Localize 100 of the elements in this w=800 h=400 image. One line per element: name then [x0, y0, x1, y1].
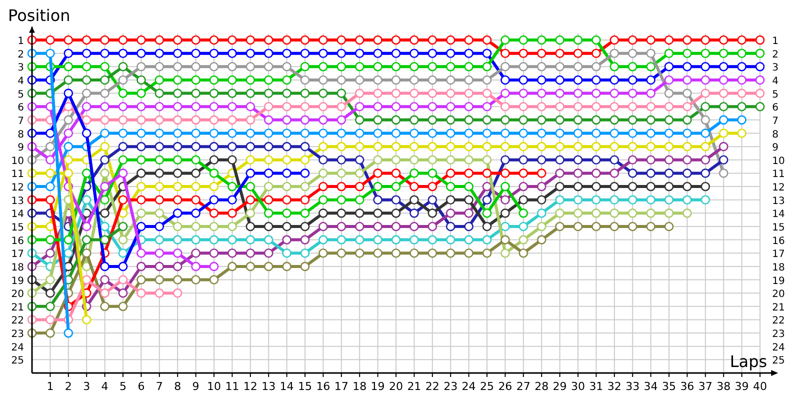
point [410, 88, 419, 98]
point [318, 208, 328, 218]
point [446, 168, 456, 178]
point [500, 195, 510, 204]
y-tick-label: 3 [18, 62, 24, 74]
point [446, 35, 456, 45]
point [610, 102, 620, 112]
point [610, 115, 620, 125]
point [628, 35, 638, 45]
x-tick-label: 28 [534, 380, 549, 393]
point [300, 195, 310, 204]
point [64, 328, 74, 338]
point [100, 115, 110, 125]
point [191, 142, 200, 152]
point [118, 288, 128, 298]
point [228, 262, 237, 272]
point [446, 102, 456, 112]
point [428, 195, 438, 204]
point [700, 182, 710, 192]
point [136, 222, 146, 232]
point [646, 88, 656, 98]
point [191, 128, 200, 138]
point [391, 48, 401, 58]
x-tick-label: 2 [64, 380, 72, 393]
point [118, 62, 128, 72]
point [209, 262, 219, 272]
x-tick-label: 12 [243, 380, 258, 393]
point [246, 222, 256, 232]
point [246, 62, 256, 72]
y-tick-label: 21 [11, 302, 24, 314]
point [46, 235, 55, 244]
point [336, 195, 346, 204]
point [172, 102, 182, 112]
point [82, 62, 92, 72]
point [410, 115, 419, 125]
point [191, 48, 200, 58]
x-tick-label: 3 [83, 380, 90, 393]
point [209, 248, 219, 258]
point [646, 142, 656, 152]
y-tick-label: 23 [11, 329, 24, 340]
y-tick-label: 22 [11, 316, 24, 327]
point [500, 75, 510, 85]
point [82, 195, 92, 204]
point [410, 168, 419, 178]
point [82, 115, 92, 125]
point [646, 102, 656, 112]
point [282, 102, 292, 112]
point [446, 182, 456, 192]
point [118, 155, 128, 165]
y-tick-label: 7 [18, 116, 24, 127]
point [518, 235, 528, 244]
point [410, 222, 419, 232]
point [610, 62, 620, 72]
point [391, 142, 401, 152]
point [46, 275, 55, 284]
point [154, 48, 164, 58]
point [500, 248, 510, 258]
point [664, 222, 674, 232]
point [154, 288, 164, 298]
point [718, 75, 728, 85]
point [264, 88, 274, 98]
point [482, 208, 492, 218]
y-tick-label: 2 [18, 49, 24, 60]
point [737, 75, 746, 85]
point [555, 128, 564, 138]
point [555, 35, 564, 45]
point [410, 142, 419, 152]
point [555, 168, 564, 178]
point [46, 195, 55, 204]
point [264, 235, 274, 244]
y-tick-label: 15 [11, 222, 24, 234]
point [246, 235, 256, 244]
point [446, 235, 456, 244]
point [318, 102, 328, 112]
point [118, 248, 128, 258]
point [118, 88, 128, 98]
point [718, 48, 728, 58]
point [191, 35, 200, 45]
point [592, 195, 601, 204]
point [410, 155, 419, 165]
point [354, 195, 364, 204]
point [628, 155, 638, 165]
point [318, 155, 328, 165]
y-tick-label: 8 [18, 129, 24, 140]
point [246, 155, 256, 165]
y2-tick-label: 5 [772, 89, 778, 100]
point [610, 195, 620, 204]
point [391, 182, 401, 192]
point [136, 248, 146, 258]
point [391, 88, 401, 98]
point [46, 128, 55, 138]
x-tick-label: 1 [46, 380, 54, 393]
point [354, 142, 364, 152]
point [628, 48, 638, 58]
y2-tick-label: 17 [772, 249, 785, 260]
y-tick-label: 24 [11, 342, 24, 354]
point [172, 115, 182, 125]
point [410, 195, 419, 204]
point [646, 168, 656, 178]
point [191, 155, 200, 165]
